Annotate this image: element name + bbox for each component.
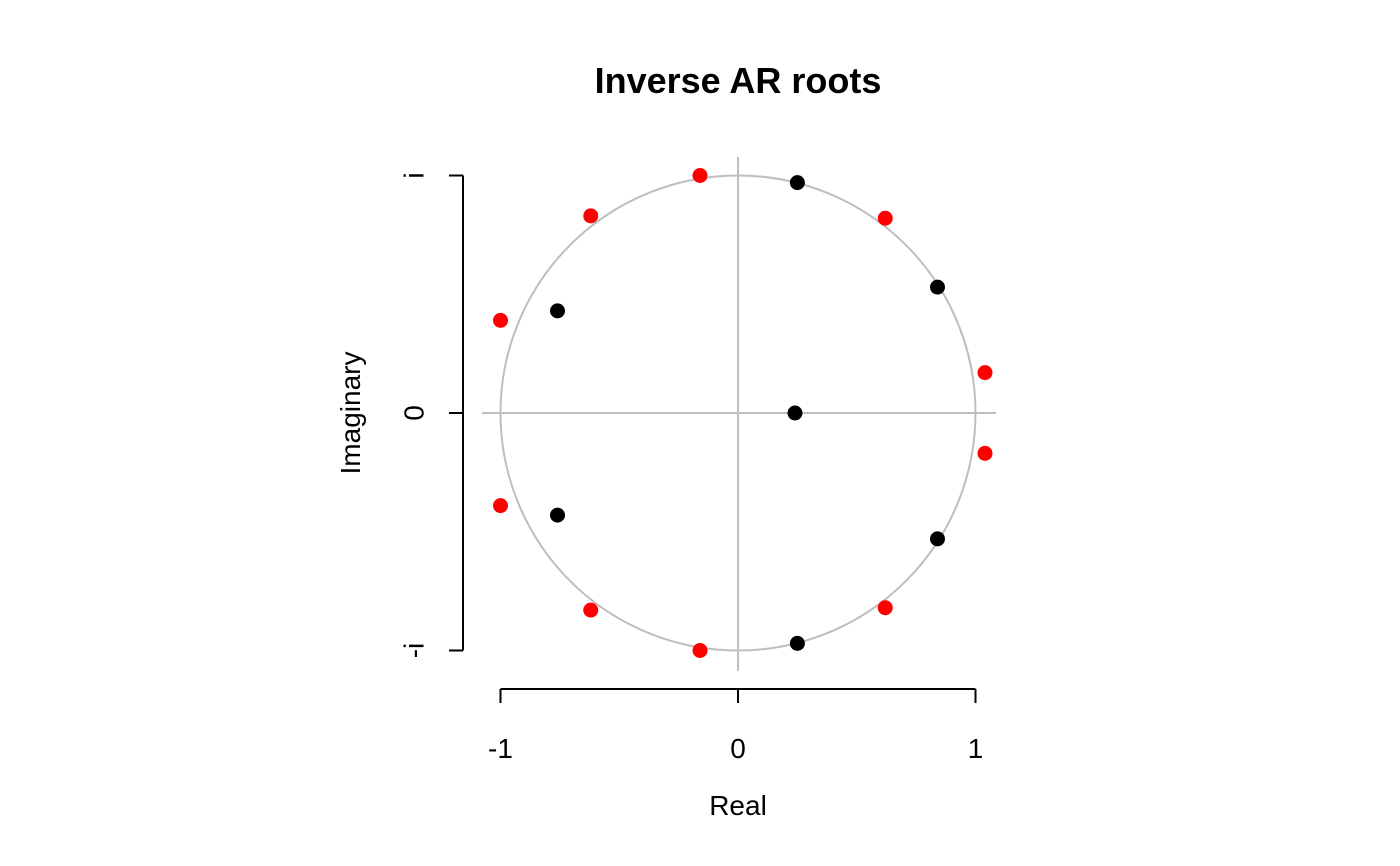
root-point <box>877 600 893 616</box>
root-point <box>930 531 945 547</box>
plot-area <box>482 157 996 671</box>
root-point <box>583 602 599 618</box>
root-point <box>583 208 599 224</box>
root-point <box>877 210 893 226</box>
root-point <box>789 635 805 651</box>
root-point <box>550 303 565 319</box>
root-point <box>789 175 805 191</box>
root-point <box>930 279 945 295</box>
root-point <box>787 405 803 421</box>
x-tick-label: 0 <box>730 733 746 764</box>
chart-title: Inverse AR roots <box>595 60 882 101</box>
root-point <box>493 312 508 328</box>
x-axis: -1 0 1 <box>488 688 984 764</box>
y-axis: -i 0 i <box>398 172 464 659</box>
root-point <box>977 365 993 381</box>
root-point <box>550 507 565 523</box>
root-point <box>977 445 993 461</box>
x-axis-label: Real <box>709 790 767 821</box>
roots-points <box>493 168 993 658</box>
x-tick-label: 1 <box>968 733 984 764</box>
y-tick-label: i <box>398 172 429 178</box>
root-point <box>692 643 708 658</box>
y-tick-label: 0 <box>398 405 429 421</box>
x-tick-label: -1 <box>488 733 513 764</box>
y-axis-label: Imaginary <box>335 352 366 475</box>
root-point <box>692 168 708 183</box>
unit-circle <box>499 174 977 652</box>
root-point <box>493 498 508 514</box>
y-tick-label: -i <box>398 643 429 659</box>
